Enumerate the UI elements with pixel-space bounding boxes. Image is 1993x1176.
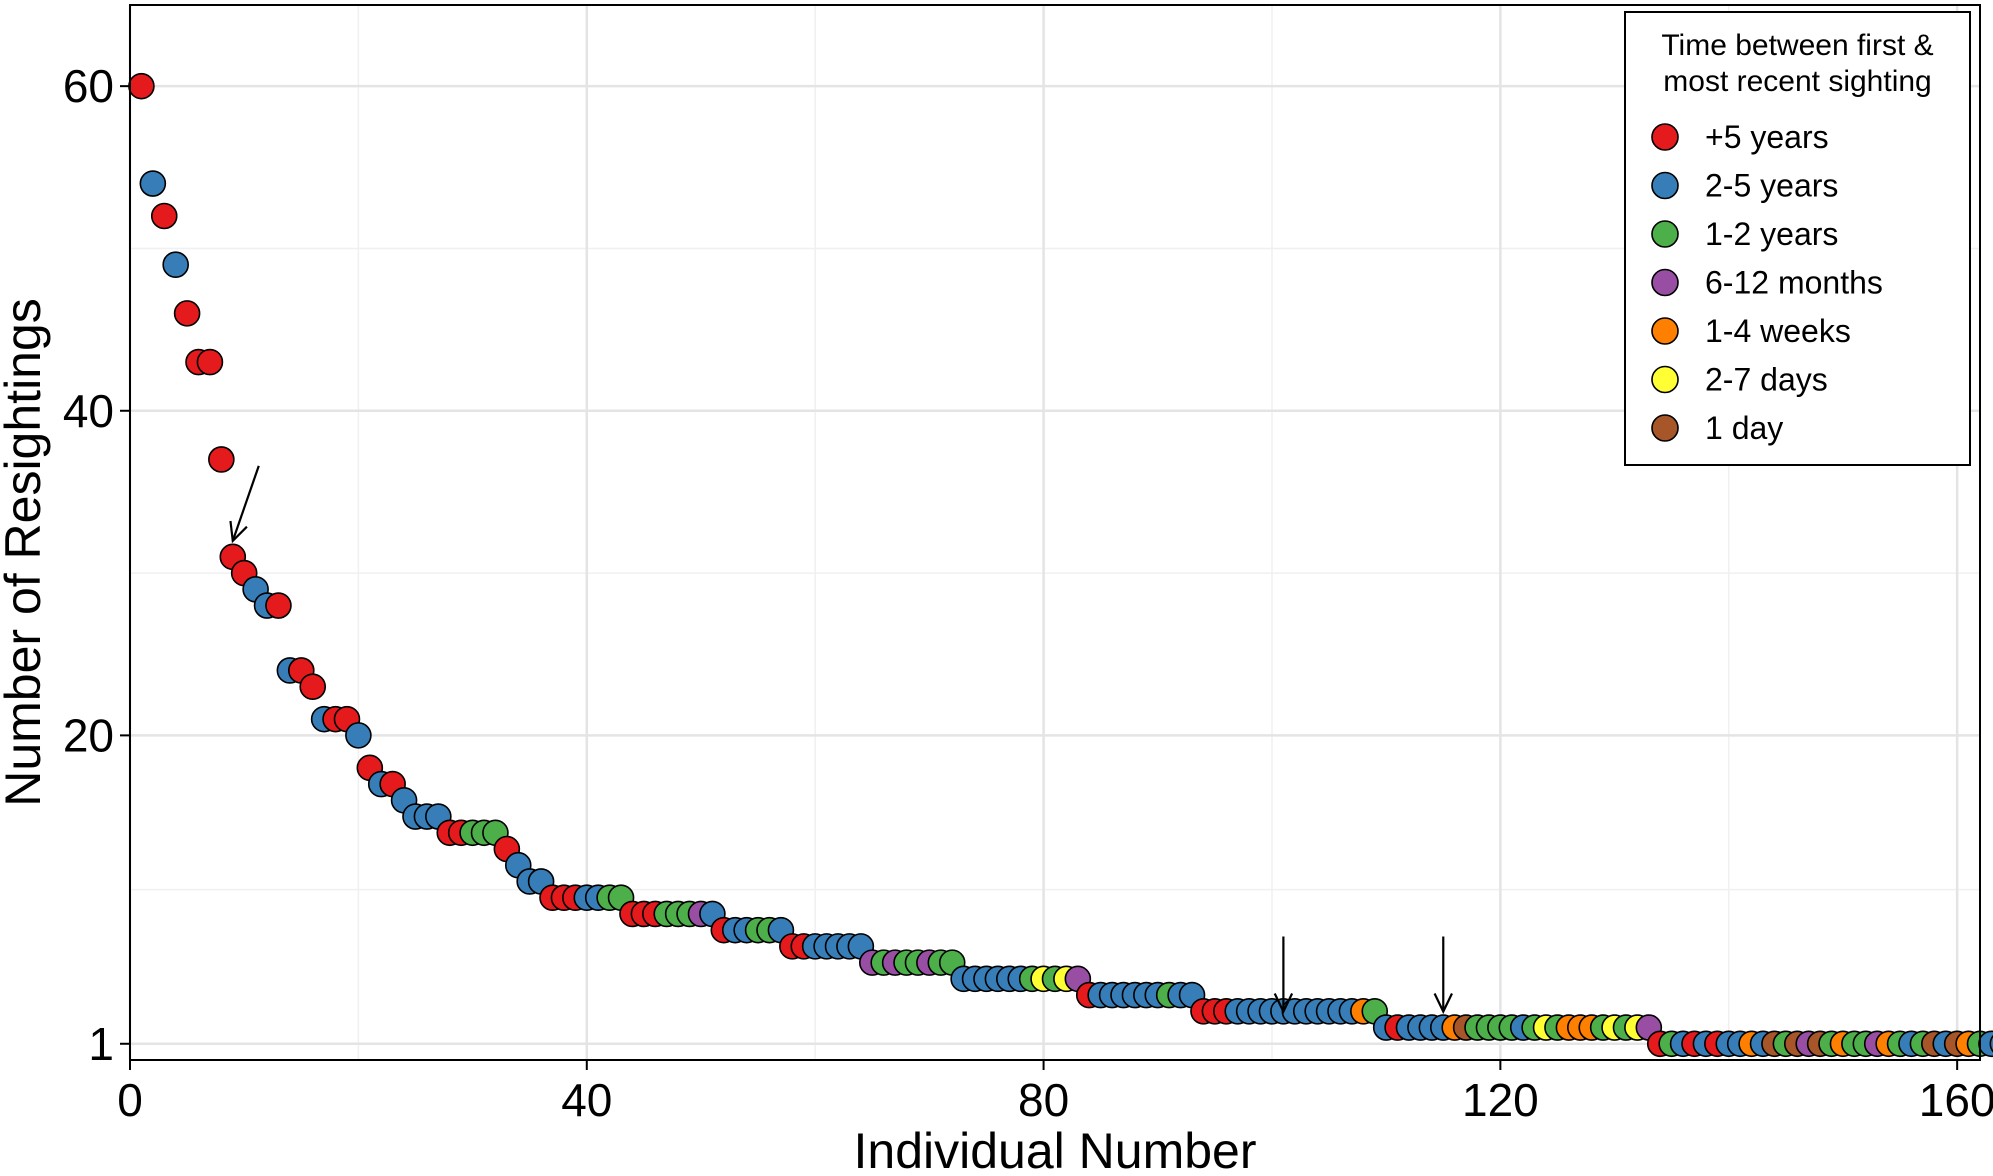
legend-label: 1-2 years [1705, 216, 1838, 252]
data-point [208, 446, 235, 473]
data-point [150, 202, 178, 230]
y-tick-label: 60 [63, 60, 114, 112]
legend-label: +5 years [1705, 119, 1829, 155]
legend-swatch [1651, 123, 1679, 151]
x-tick-label: 40 [561, 1074, 612, 1126]
data-point [196, 348, 224, 376]
data-point [162, 251, 189, 278]
data-point [345, 722, 372, 749]
plot-border [129, 4, 1981, 1061]
y-tick-label: 20 [63, 709, 114, 761]
y-tick-label: 1 [88, 1018, 114, 1070]
legend-label: 6-12 months [1705, 265, 1883, 301]
y-tick-label: 40 [63, 385, 114, 437]
annotation-arrow [229, 465, 260, 544]
annotation-arrow [1273, 936, 1294, 1015]
legend-swatch [1651, 365, 1679, 394]
legend-label: 2-7 days [1705, 362, 1828, 398]
data-point [139, 170, 167, 197]
annotation-arrow [1433, 936, 1453, 1015]
data-point [128, 72, 155, 100]
data-point [299, 673, 327, 700]
data-point [173, 300, 201, 327]
x-tick-label: 120 [1462, 1074, 1539, 1126]
legend-swatch [1651, 268, 1679, 297]
y-axis-title: Number of Resightings [0, 298, 51, 807]
x-tick-label: 80 [1018, 1074, 1069, 1126]
legend-box [1624, 11, 1971, 466]
legend-swatch [1651, 414, 1679, 442]
legend-label: 1-4 weeks [1705, 313, 1851, 349]
legend-title-line-1: Time between first & [1661, 29, 1933, 62]
legend-swatch [1651, 220, 1679, 248]
legend-swatch [1651, 317, 1679, 345]
legend-title-line-2: most recent sighting [1663, 65, 1931, 98]
data-point [1978, 1030, 1993, 1058]
x-tick-label: 0 [117, 1074, 143, 1126]
x-axis-title: Individual Number [854, 1123, 1257, 1176]
x-tick-label: 160 [1919, 1074, 1993, 1126]
legend: Time between first & most recent sightin… [1624, 11, 1971, 466]
legend-label: 1 day [1705, 410, 1783, 446]
data-point [1989, 1034, 1993, 1053]
data-points [128, 72, 1993, 1058]
legend-swatch [1651, 171, 1679, 200]
data-point [265, 592, 292, 619]
legend-label: 2-5 years [1705, 168, 1838, 204]
annotation-arrows [229, 465, 1453, 1015]
